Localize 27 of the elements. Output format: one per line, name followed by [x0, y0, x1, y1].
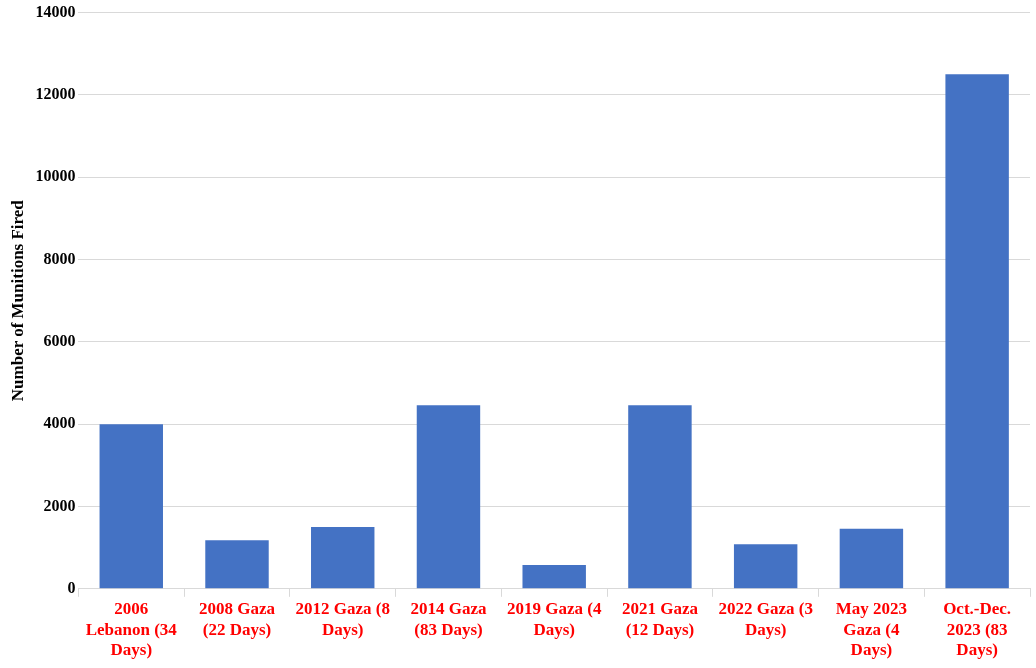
bar — [416, 405, 481, 589]
bar — [522, 564, 586, 589]
bar — [628, 405, 692, 589]
bar — [205, 540, 269, 589]
y-tick-label: 2000 — [43, 496, 76, 514]
bar — [311, 527, 375, 589]
bar — [945, 74, 1009, 589]
x-tick-label: 2022 Gaza (3 Days) — [718, 599, 813, 639]
y-tick-label: 0 — [67, 578, 76, 596]
y-tick-label: 14000 — [35, 2, 76, 20]
bar — [733, 544, 798, 589]
y-axis-title: Number of Munitions Fired — [7, 199, 27, 402]
x-tick-label: 2019 Gaza (4 Days) — [506, 599, 602, 639]
x-tick-label: 2021 Gaza (12 Days) — [621, 599, 699, 639]
bar — [839, 528, 904, 589]
y-tick-label: 4000 — [43, 414, 76, 432]
x-tick-label: May 2023 Gaza (4 Days) — [835, 599, 908, 660]
y-tick-label: 6000 — [43, 332, 76, 349]
bar — [99, 424, 163, 589]
x-tick-label: 2014 Gaza (83 Days) — [410, 599, 487, 639]
y-tick-label: 8000 — [43, 249, 76, 267]
x-tick-label: 2008 Gaza (22 Days) — [198, 599, 276, 639]
x-tick-label: Oct.-Dec. 2023 (83 Days) — [943, 599, 1012, 660]
x-tick-label: 2006 Lebanon (34 Days) — [85, 599, 178, 660]
y-tick-label: 10000 — [35, 167, 76, 185]
x-tick-label: 2012 Gaza (8 Days) — [295, 599, 390, 639]
y-tick-label: 12000 — [35, 85, 76, 103]
